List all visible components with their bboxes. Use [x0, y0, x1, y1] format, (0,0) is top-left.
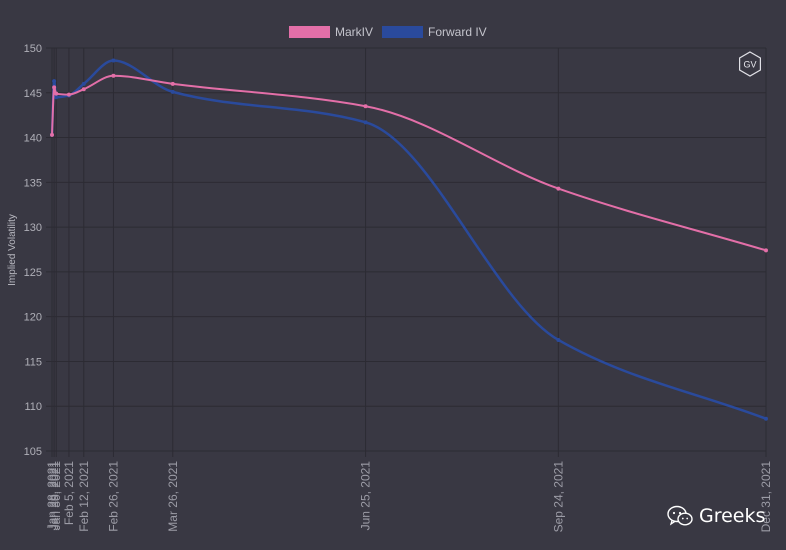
y-tick-label: 140 [24, 133, 42, 145]
data-point-markiv [52, 85, 57, 90]
data-point-markiv [170, 81, 175, 86]
data-point-forward-iv [764, 416, 768, 421]
legend-swatch-markiv[interactable] [289, 26, 330, 38]
legend[interactable]: MarkIV Forward IV [289, 25, 487, 39]
series-line-markiv [51, 74, 767, 252]
data-point-markiv [363, 104, 368, 109]
watermark: Greeks [667, 505, 765, 527]
gv-logo: GV [739, 51, 761, 77]
data-point-forward-iv [363, 120, 368, 125]
legend-label[interactable]: MarkIV [335, 25, 373, 39]
y-axis: 105 110 115 120 125 130 135 140 145 150 [24, 43, 42, 458]
x-tick-label: Mar 26, 2021 [166, 461, 180, 532]
x-tick-label: Feb 26, 2021 [106, 461, 120, 532]
data-point-markiv [66, 92, 71, 97]
data-point-markiv [81, 87, 86, 92]
wechat-icon [667, 505, 693, 526]
y-tick-label: 145 [24, 88, 42, 100]
data-point-markiv [111, 73, 116, 78]
y-tick-label: 130 [24, 222, 42, 234]
gv-logo-text: GV [743, 60, 756, 70]
watermark-brand-text: Greeks [699, 505, 766, 527]
data-point-forward-iv [54, 95, 59, 100]
grid [46, 47, 767, 457]
data-point-markiv [556, 186, 561, 191]
y-tick-label: 110 [24, 401, 42, 413]
y-tick-label: 105 [24, 446, 42, 458]
x-tick-label: Jun 25, 2021 [359, 461, 373, 531]
data-point-markiv [764, 248, 768, 253]
y-axis-title: Implied Volatility [7, 214, 18, 286]
data-point-forward-iv [170, 89, 175, 94]
y-tick-label: 150 [24, 43, 42, 55]
legend-label[interactable]: Forward IV [428, 25, 487, 39]
legend-swatch-forward-iv[interactable] [382, 26, 423, 38]
x-tick-label: Jan 30, 2021 [49, 461, 63, 531]
data-point-forward-iv [81, 81, 86, 86]
data-point-forward-iv [52, 79, 57, 84]
x-tick-label: Sep 24, 2021 [551, 461, 565, 533]
data-point-forward-iv [556, 337, 561, 342]
y-tick-label: 125 [24, 267, 42, 279]
x-tick-label: Feb 5, 2021 [62, 461, 76, 525]
data-point-markiv [54, 91, 59, 96]
x-tick-label: Feb 12, 2021 [77, 461, 91, 532]
x-tick-label: Jan 28, 2021 [45, 461, 59, 531]
x-tick-label: Jan 29, 2021 [47, 461, 61, 531]
hexagon-icon [739, 51, 761, 77]
series-group [50, 58, 768, 421]
y-tick-label: 120 [24, 312, 42, 324]
series-line-forward-iv [50, 59, 767, 420]
y-tick-label: 115 [24, 356, 42, 368]
y-tick-label: 135 [24, 177, 42, 189]
x-tick-label: Dec 31, 2021 [759, 461, 773, 533]
data-point-markiv [50, 132, 54, 137]
data-point-forward-iv [111, 58, 116, 63]
